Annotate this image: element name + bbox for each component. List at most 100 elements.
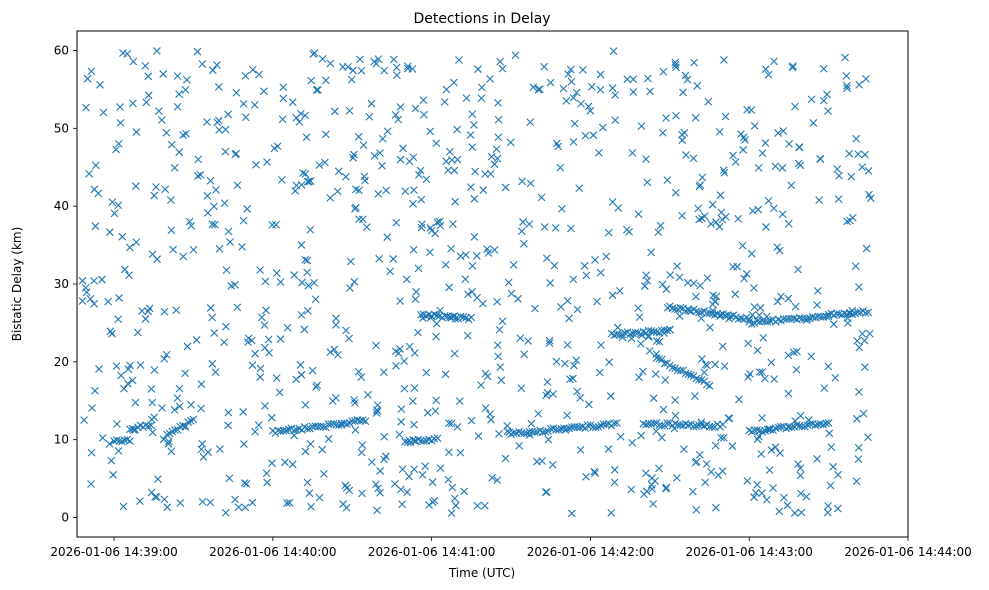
data-point — [303, 424, 312, 433]
data-point — [461, 275, 470, 284]
data-point — [751, 488, 760, 497]
data-point — [142, 98, 151, 107]
data-point — [141, 61, 150, 70]
data-point — [518, 177, 527, 186]
data-point — [593, 297, 601, 306]
data-point — [300, 325, 309, 334]
data-point — [260, 321, 269, 330]
data-point — [208, 359, 217, 368]
data-point — [170, 406, 179, 414]
data-point — [487, 152, 496, 161]
data-point — [742, 270, 751, 278]
data-point — [210, 202, 218, 211]
data-point — [455, 56, 463, 64]
data-point — [753, 435, 762, 444]
data-point — [178, 421, 187, 430]
data-point — [396, 297, 405, 306]
data-point — [534, 85, 543, 94]
data-point — [248, 65, 257, 74]
data-point — [829, 320, 838, 329]
data-point — [412, 287, 421, 296]
data-point — [109, 470, 118, 479]
data-point — [431, 407, 440, 415]
data-point — [321, 130, 330, 139]
data-point — [651, 370, 660, 378]
data-point — [829, 462, 838, 471]
data-point — [198, 439, 207, 448]
data-point — [409, 199, 417, 208]
x-tick-label: 2026-01-06 14:44:00 — [844, 545, 971, 559]
data-point — [442, 85, 451, 94]
data-point — [563, 411, 571, 420]
data-point — [396, 103, 405, 111]
data-point — [848, 310, 857, 319]
data-point — [488, 473, 497, 482]
data-point — [794, 265, 802, 274]
data-point — [259, 87, 268, 96]
data-point — [345, 334, 353, 343]
data-point — [452, 501, 460, 510]
data-point — [252, 160, 260, 169]
data-point — [676, 303, 685, 312]
data-point — [861, 150, 869, 159]
data-point — [661, 376, 670, 384]
data-point — [410, 384, 419, 392]
data-point — [241, 113, 250, 122]
data-point — [160, 307, 169, 316]
data-point — [241, 503, 250, 512]
data-point — [720, 168, 729, 177]
data-point — [255, 70, 263, 79]
data-point — [125, 243, 134, 252]
data-point — [256, 266, 265, 274]
data-point — [398, 465, 407, 474]
data-point — [627, 485, 636, 494]
data-point — [780, 493, 788, 502]
data-point — [498, 64, 507, 73]
data-point — [334, 167, 343, 176]
data-point — [256, 373, 265, 381]
data-point — [392, 361, 400, 370]
data-point — [114, 139, 123, 148]
data-point — [678, 136, 687, 145]
data-point — [480, 501, 489, 510]
data-point — [795, 143, 804, 151]
data-point — [159, 70, 168, 78]
data-point — [98, 434, 107, 442]
data-point — [367, 99, 376, 108]
data-point — [750, 493, 758, 502]
data-point — [257, 313, 266, 322]
data-point — [83, 74, 92, 83]
data-point — [609, 47, 618, 55]
data-point — [470, 233, 479, 241]
data-point — [409, 186, 418, 194]
data-point — [824, 107, 832, 116]
data-point — [303, 177, 312, 186]
data-point — [401, 187, 410, 196]
data-point — [151, 492, 159, 501]
data-point — [113, 420, 121, 428]
data-point — [214, 116, 223, 125]
data-point — [409, 397, 417, 406]
data-point — [474, 65, 482, 74]
data-point — [376, 149, 384, 157]
data-point — [657, 421, 666, 430]
x-tick-label: 2026-01-06 14:41:00 — [368, 545, 495, 559]
data-point — [575, 184, 584, 193]
data-point — [608, 291, 617, 300]
data-point — [350, 277, 359, 286]
data-point — [147, 384, 156, 393]
data-point — [833, 165, 842, 173]
data-point — [254, 421, 263, 430]
data-point — [775, 246, 784, 255]
data-point — [843, 81, 851, 90]
data-point — [444, 475, 453, 484]
data-point — [715, 127, 724, 136]
data-point — [248, 361, 257, 370]
data-point — [721, 112, 730, 121]
data-point — [144, 422, 153, 430]
data-point — [411, 104, 420, 113]
data-point — [816, 155, 825, 163]
data-point — [383, 127, 392, 136]
data-point — [794, 159, 803, 168]
data-point — [784, 294, 793, 303]
